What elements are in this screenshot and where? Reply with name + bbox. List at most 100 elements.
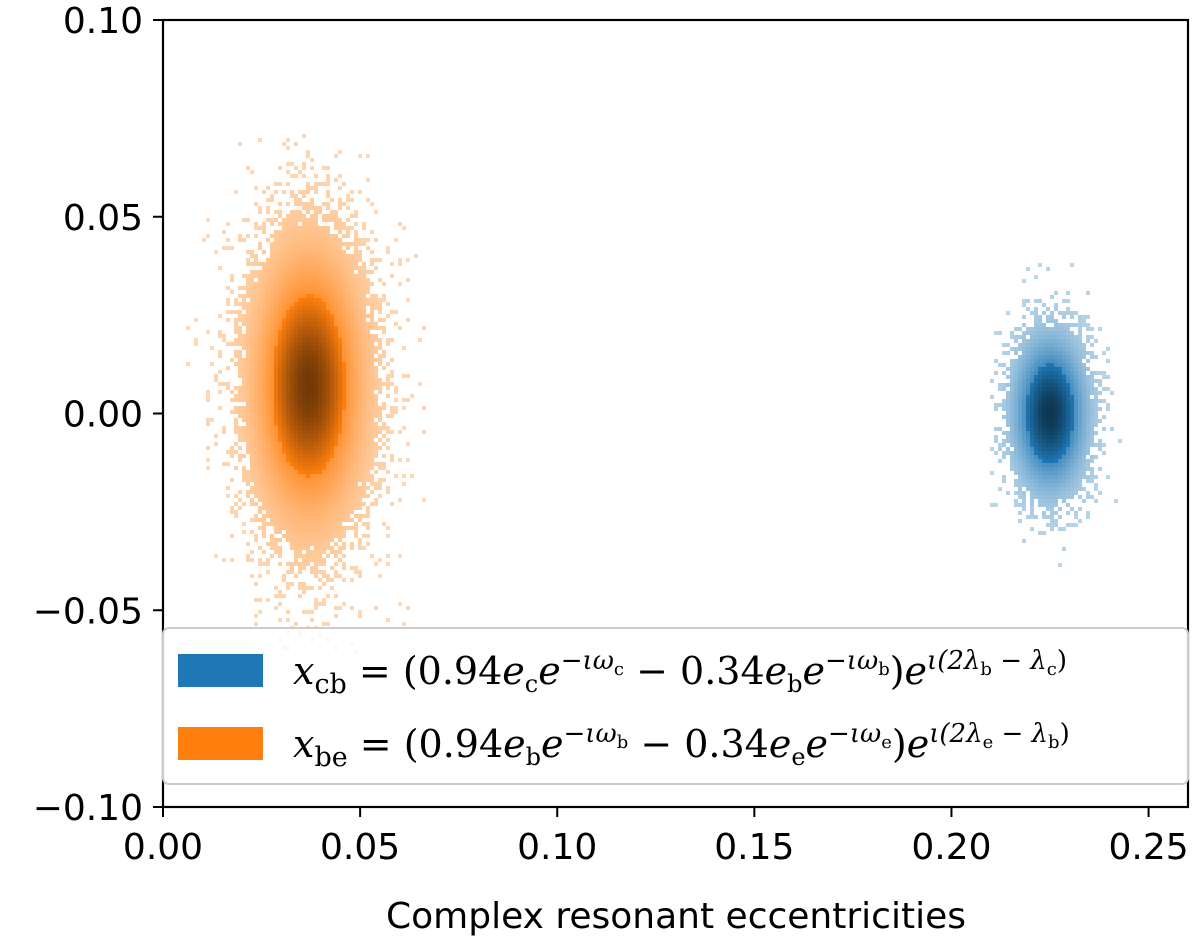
be-histogram-cell [290,562,294,566]
be-histogram-cell [298,526,302,530]
be-histogram-cell [246,262,250,266]
be-histogram-cell [250,290,254,294]
be-histogram-cell [270,294,274,298]
cb-histogram-cell [1078,339,1082,343]
be-histogram-cell [314,174,318,178]
cb-histogram-cell [1050,487,1054,491]
be-histogram-cell [350,274,354,278]
be-histogram-cell [266,442,270,446]
be-histogram-cell [242,426,246,430]
be-histogram-cell [326,226,330,230]
be-histogram-cell [290,506,294,510]
be-histogram-cell [278,454,282,458]
be-histogram-cell [354,306,358,310]
be-histogram-cell [290,222,294,226]
be-histogram-cell [390,454,394,458]
be-histogram-cell [302,462,306,466]
be-histogram-cell [346,486,350,490]
be-histogram-cell [338,470,342,474]
be-histogram-cell [290,510,294,514]
be-histogram-cell [258,574,262,578]
cb-histogram-cell [1074,435,1078,439]
be-histogram-cell [314,182,318,186]
cb-histogram-cell [1042,399,1046,403]
be-histogram-cell [286,398,290,402]
be-histogram-cell [326,502,330,506]
cb-histogram-cell [1050,475,1054,479]
be-histogram-cell [346,446,350,450]
cb-histogram-cell [1070,419,1074,423]
be-histogram-cell [282,506,286,510]
be-histogram-cell [362,286,366,290]
be-histogram-cell [226,246,230,250]
be-histogram-cell [342,466,346,470]
be-histogram-cell [370,478,374,482]
be-histogram-cell [326,394,330,398]
be-histogram-cell [354,210,358,214]
be-histogram-cell [354,410,358,414]
be-histogram-cell [402,226,406,230]
be-histogram-cell [298,322,302,326]
be-histogram-cell [242,470,246,474]
be-histogram-cell [282,354,286,358]
be-histogram-cell [354,378,358,382]
be-histogram-cell [238,354,242,358]
cb-histogram-cell [1042,383,1046,387]
be-histogram-cell [318,274,322,278]
cb-histogram-cell [1062,455,1066,459]
be-histogram-cell [270,354,274,358]
be-histogram-cell [254,434,258,438]
be-histogram-cell [246,494,250,498]
be-histogram-cell [298,530,302,534]
be-histogram-cell [358,346,362,350]
be-histogram-cell [234,422,238,426]
be-histogram-cell [382,434,386,438]
be-histogram-cell [254,514,258,518]
cb-histogram-cell [1082,343,1086,347]
be-histogram-cell [378,342,382,346]
be-histogram-cell [294,238,298,242]
be-histogram-cell [314,522,318,526]
be-histogram-cell [238,362,242,366]
be-histogram-cell [338,198,342,202]
be-histogram-cell [310,558,314,562]
be-histogram-cell [318,350,322,354]
be-histogram-cell [270,218,274,222]
cb-histogram-cell [1030,447,1034,451]
be-histogram-cell [294,498,298,502]
be-histogram-cell [338,282,342,286]
cb-histogram-cell [1090,371,1094,375]
be-histogram-cell [318,262,322,266]
cb-histogram-cell [1106,387,1110,391]
be-histogram-cell [314,270,318,274]
be-histogram-cell [298,534,302,538]
be-histogram-cell [310,334,314,338]
be-histogram-cell [206,390,210,394]
be-histogram-cell [354,250,358,254]
be-histogram-cell [362,486,366,490]
be-histogram-cell [322,574,326,578]
be-histogram-cell [298,418,302,422]
be-histogram-cell [334,262,338,266]
be-histogram-cell [330,494,334,498]
be-histogram-cell [358,410,362,414]
be-histogram-cell [306,234,310,238]
be-histogram-cell [326,326,330,330]
be-histogram-cell [318,310,322,314]
be-histogram-cell [362,470,366,474]
cb-histogram-cell [1026,347,1030,351]
cb-histogram-cell [1050,503,1054,507]
be-histogram-cell [254,330,258,334]
be-histogram-cell [314,326,318,330]
be-histogram-cell [282,490,286,494]
cb-histogram-cell [1086,479,1090,483]
be-histogram-cell [262,490,266,494]
be-histogram-cell [362,422,366,426]
be-histogram-cell [346,198,350,202]
cb-histogram-cell [1002,439,1006,443]
be-histogram-cell [326,526,330,530]
be-histogram-cell [286,422,290,426]
cb-histogram-cell [1014,363,1018,367]
be-histogram-cell [362,370,366,374]
be-histogram-cell [306,202,310,206]
